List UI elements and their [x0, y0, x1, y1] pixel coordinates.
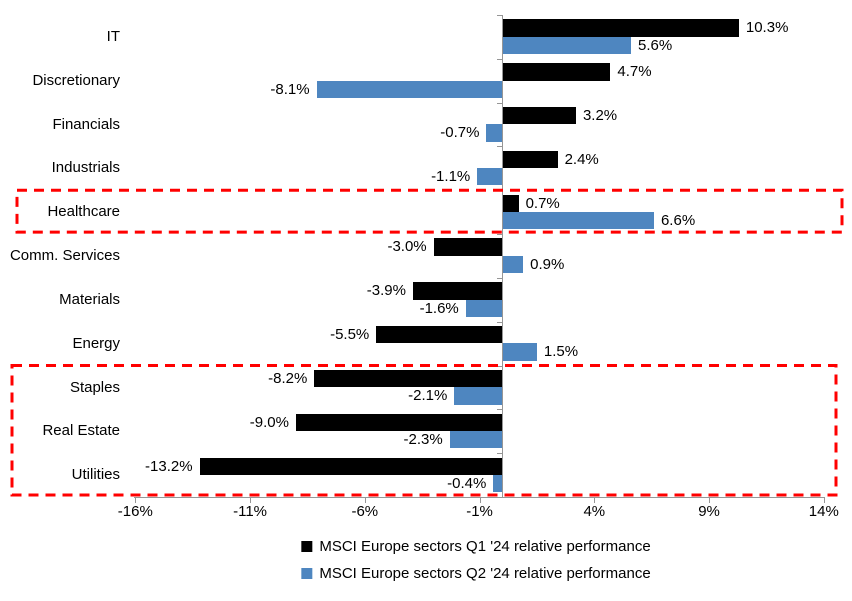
legend-item-q2: MSCI Europe sectors Q2 '24 relative perf…: [301, 560, 651, 587]
q2-bar: [477, 168, 503, 186]
value-axis-tick: [479, 496, 481, 503]
x-tick-label: -11%: [233, 502, 267, 520]
data-label: -9.0%: [249, 413, 289, 431]
category-axis-tick: [496, 190, 502, 192]
data-label: -3.0%: [387, 238, 427, 256]
data-label: -0.4%: [447, 474, 487, 492]
x-tick-label: 4%: [583, 502, 606, 520]
value-axis-tick: [709, 496, 711, 503]
data-label: 0.7%: [525, 194, 560, 212]
category-label: Industrials: [51, 159, 120, 177]
x-tick-label: -16%: [117, 502, 153, 520]
category-axis-tick: [496, 321, 502, 323]
category-axis-tick: [496, 277, 502, 279]
data-label: 5.6%: [638, 36, 673, 54]
q2-bar: [502, 36, 632, 54]
value-axis-tick: [364, 496, 366, 503]
data-label: 3.2%: [582, 107, 618, 125]
category-label: Discretionary: [32, 71, 120, 89]
x-tick-label: 14%: [808, 502, 839, 520]
q2-bar: [465, 299, 503, 317]
q2-bar: [486, 124, 503, 142]
data-label: 6.6%: [660, 211, 696, 229]
data-label: -0.7%: [440, 124, 480, 142]
category-axis-line: [501, 15, 503, 497]
q1-bar: [412, 282, 503, 300]
q1-bar: [295, 413, 503, 432]
q1-legend-swatch: [301, 541, 313, 552]
category-axis-tick: [496, 409, 502, 411]
data-label: -2.1%: [408, 387, 448, 405]
q1-legend-label: MSCI Europe sectors Q1 '24 relative perf…: [319, 538, 651, 555]
q2-bar: [449, 431, 503, 449]
q1-bar: [433, 238, 503, 256]
data-label: 0.9%: [530, 255, 565, 273]
x-tick-label: -1%: [466, 502, 493, 520]
category-label: Energy: [72, 334, 120, 352]
q1-bar: [199, 457, 503, 475]
value-axis-tick: [594, 496, 596, 503]
data-label: -8.1%: [270, 80, 310, 98]
category-label: Comm. Services: [9, 247, 120, 265]
q1-bar: [502, 150, 558, 169]
category-label: Healthcare: [47, 203, 120, 221]
data-label: -1.1%: [431, 168, 471, 186]
value-axis-tick: [250, 496, 252, 503]
q1-bar: [502, 63, 611, 81]
q2-legend-label: MSCI Europe sectors Q2 '24 relative perf…: [319, 565, 651, 582]
data-label: -13.2%: [145, 457, 193, 475]
q1-bar: [314, 369, 503, 388]
category-axis-tick: [496, 146, 502, 148]
category-axis-tick: [496, 15, 502, 16]
q2-bar: [502, 343, 537, 361]
data-label: -8.2%: [268, 369, 308, 387]
q2-legend-swatch: [301, 568, 313, 579]
q1-bar: [502, 107, 576, 125]
data-label: -1.6%: [419, 299, 459, 317]
q2-bar: [454, 387, 503, 405]
category-axis-tick: [496, 365, 502, 367]
data-label: 2.4%: [564, 150, 599, 168]
data-label: -5.5%: [330, 326, 370, 344]
category-axis-tick: [496, 453, 502, 455]
value-axis-tick: [135, 496, 137, 503]
legend: MSCI Europe sectors Q1 '24 relative perf…: [301, 533, 651, 587]
value-axis-tick: [823, 496, 825, 503]
category-label: Staples: [69, 378, 120, 396]
q1-bar: [502, 194, 519, 212]
q2-bar: [502, 211, 654, 230]
category-label: Materials: [59, 290, 120, 308]
x-tick-label: 9%: [698, 502, 720, 520]
category-axis-tick: [496, 234, 502, 236]
category-label: Financials: [52, 115, 120, 133]
q2-bar: [502, 255, 524, 274]
category-label: IT: [106, 28, 120, 45]
category-axis-tick: [496, 102, 502, 104]
data-label: -3.9%: [366, 282, 406, 300]
category-label: Real Estate: [42, 422, 120, 440]
category-axis-tick: [496, 58, 502, 60]
q1-bar: [376, 326, 503, 344]
q1-bar: [502, 19, 739, 37]
data-label: 4.7%: [617, 63, 652, 81]
q2-bar: [316, 80, 503, 98]
data-label: -2.3%: [403, 431, 443, 449]
data-label: 10.3%: [745, 19, 789, 37]
value-axis-line: [134, 496, 825, 498]
legend-item-q1: MSCI Europe sectors Q1 '24 relative perf…: [301, 533, 651, 560]
x-tick-label: -6%: [351, 502, 379, 520]
data-label: 1.5%: [543, 343, 579, 361]
